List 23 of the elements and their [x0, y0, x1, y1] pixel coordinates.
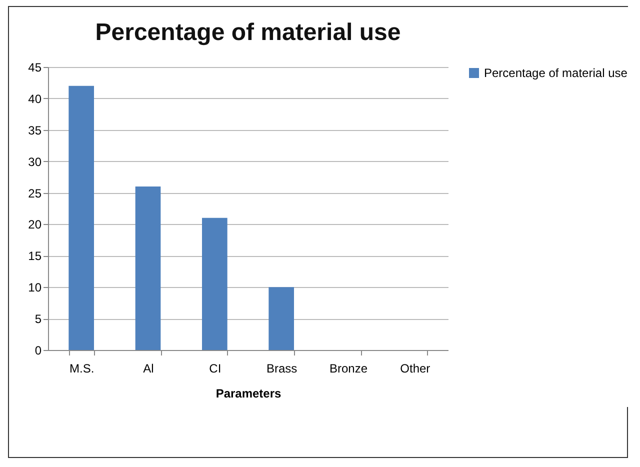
- y-tick-label: 35: [28, 123, 42, 138]
- bar: [135, 186, 161, 350]
- y-tick-label: 20: [28, 218, 42, 232]
- x-tick-label: Al: [143, 362, 154, 376]
- y-tick-label: 5: [34, 312, 42, 326]
- y-tick-label: 45: [28, 60, 42, 74]
- x-tick-label: Brass: [266, 362, 298, 376]
- x-axis-title: Parameters: [216, 386, 282, 400]
- x-tick-label: CI: [209, 362, 222, 376]
- x-tick-label: M.S.: [69, 362, 94, 376]
- chart-title: Percentage of material use: [95, 19, 401, 46]
- y-tick-label: 15: [28, 249, 42, 264]
- bar: [268, 287, 294, 350]
- bar: [68, 86, 94, 350]
- y-tick-label: 0: [34, 344, 42, 358]
- y-tick-label: 10: [28, 280, 42, 295]
- x-tick-label: Other: [400, 362, 430, 376]
- y-tick-label: 40: [28, 92, 42, 106]
- y-tick-label: 30: [28, 154, 42, 169]
- y-tick-label: 25: [28, 186, 42, 200]
- legend-label: Percentage of material use: [484, 66, 628, 80]
- x-tick-label: Bronze: [329, 362, 368, 376]
- bar: [202, 218, 228, 350]
